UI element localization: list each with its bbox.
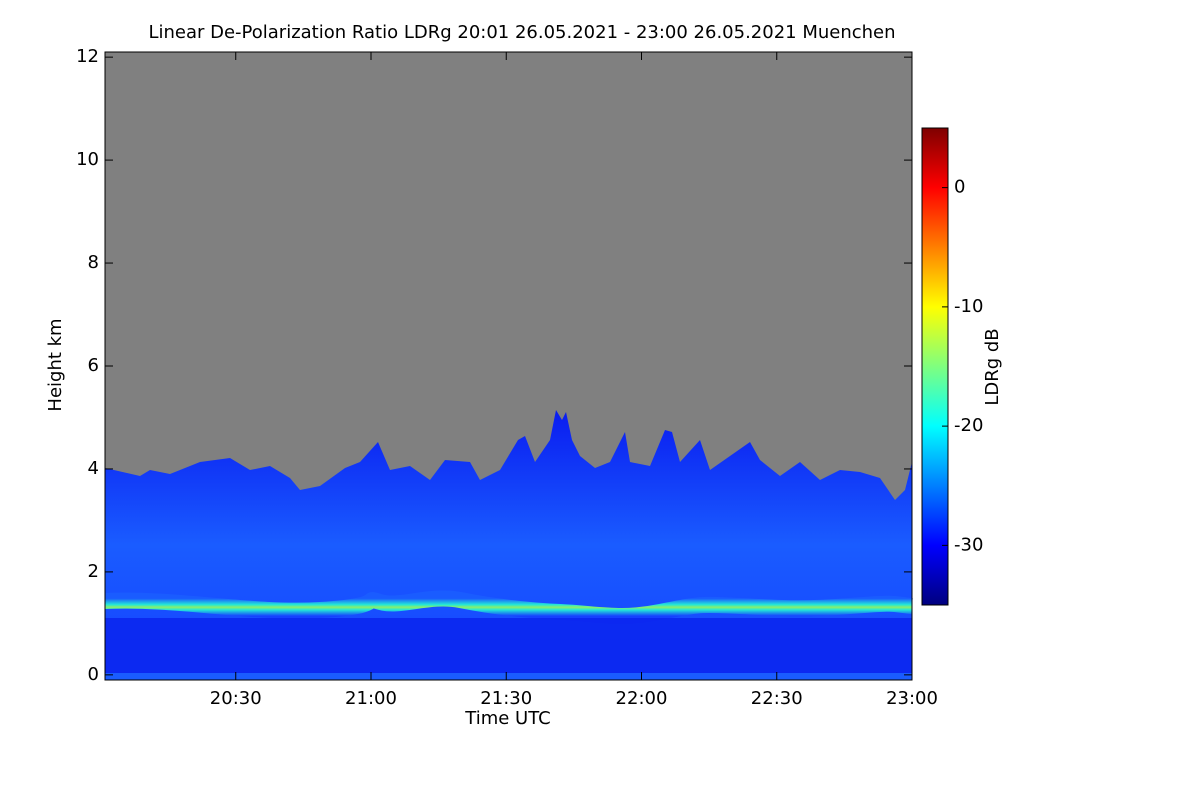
y-tick-label: 6 <box>88 355 99 376</box>
colorbar <box>922 128 948 605</box>
colorbar-tick-label: -10 <box>954 296 983 317</box>
x-axis-label: Time UTC <box>464 708 550 729</box>
colorbar-tick-label: 0 <box>954 177 965 198</box>
colorbar-tick-label: -20 <box>954 415 983 436</box>
heatmap-image <box>104 52 913 680</box>
x-tick-label: 23:00 <box>886 688 938 709</box>
y-tick-label: 12 <box>76 46 99 67</box>
x-tick-label: 22:00 <box>616 688 668 709</box>
colorbar-label: LDRg dB <box>982 328 1003 405</box>
colorbar-gradient <box>922 128 948 605</box>
y-tick-label: 8 <box>88 252 99 273</box>
colorbar-frame <box>921 127 949 606</box>
x-tick-label: 20:30 <box>210 688 262 709</box>
x-tick-label: 21:30 <box>480 688 532 709</box>
x-tick-label: 22:30 <box>751 688 803 709</box>
y-tick-label: 0 <box>88 664 99 685</box>
y-tick-label: 4 <box>88 458 99 479</box>
x-tick-label: 21:00 <box>345 688 397 709</box>
y-axis-label: Height km <box>45 318 66 411</box>
y-tick-label: 10 <box>76 149 99 170</box>
colorbar-tick-label: -30 <box>954 534 983 555</box>
y-tick-label: 2 <box>88 561 99 582</box>
chart-title: Linear De-Polarization Ratio LDRg 20:01 … <box>148 22 895 43</box>
